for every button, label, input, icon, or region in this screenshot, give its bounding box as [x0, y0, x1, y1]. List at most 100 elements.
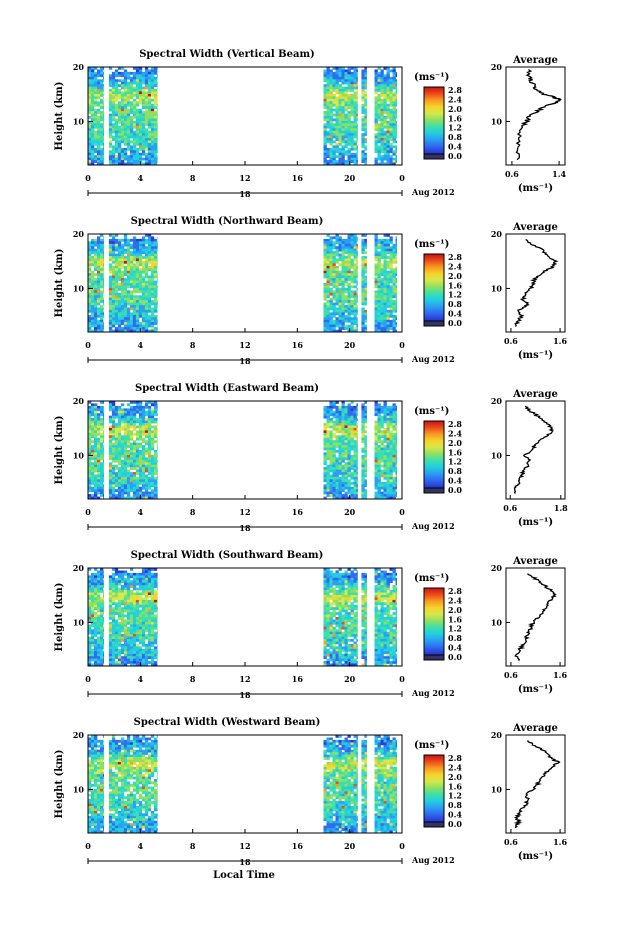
heatmap-cell — [361, 94, 365, 97]
heatmap-cell — [335, 481, 339, 485]
heatmap-cell — [395, 450, 397, 453]
heatmap-cell — [97, 91, 101, 95]
colorbar-tick-label: 1.2 — [448, 123, 462, 133]
heatmap-cell — [361, 238, 365, 242]
heatmap-cell — [344, 101, 348, 105]
heatmap-cell — [383, 459, 387, 463]
heatmap-cell — [153, 496, 158, 500]
heatmap-cell — [344, 116, 348, 119]
heatmap-cell — [156, 270, 158, 274]
heatmap-cell — [341, 327, 345, 330]
heatmap-cell — [103, 263, 104, 267]
heatmap-cell — [392, 307, 396, 311]
heatmap-cell — [138, 89, 143, 92]
heatmap-cell — [350, 133, 354, 136]
heatmap-cell — [108, 489, 113, 492]
heatmap-cell — [383, 268, 387, 272]
heatmap-cell — [94, 420, 98, 424]
heatmap-cell — [150, 430, 155, 434]
heatmap-cell — [153, 268, 158, 272]
heatmap-cell — [344, 445, 348, 448]
heatmap-cell — [356, 300, 358, 303]
heatmap-cell — [395, 462, 397, 466]
heatmap-cell — [120, 319, 125, 323]
heatmap-cell — [114, 425, 119, 429]
heatmap-cell — [361, 327, 365, 330]
heatmap-cell — [150, 403, 155, 407]
heatmap-cell — [91, 142, 95, 146]
heatmap-cell — [117, 273, 122, 276]
heatmap-cell — [126, 440, 131, 443]
heatmap-cell — [350, 275, 354, 279]
heatmap-cell — [141, 241, 146, 245]
heatmap-cell — [103, 138, 104, 141]
heatmap-cell — [380, 125, 384, 129]
heatmap-cell — [135, 425, 140, 429]
heatmap-cell — [91, 408, 95, 412]
heatmap-cell — [111, 401, 116, 404]
heatmap-cell — [138, 91, 143, 95]
heatmap-cell — [326, 278, 330, 281]
heatmap-cell — [389, 479, 393, 483]
heatmap-cell — [150, 253, 155, 257]
heatmap-cell — [395, 116, 397, 119]
heatmap-cell — [100, 98, 104, 102]
heatmap-cell — [353, 113, 357, 117]
heatmap-cell — [380, 246, 384, 250]
heatmap-cell — [329, 297, 333, 301]
heatmap-cell — [123, 447, 128, 451]
heatmap-cell — [117, 317, 122, 321]
heatmap-cell — [88, 474, 92, 478]
heatmap-cell — [356, 135, 358, 139]
heatmap-cell — [108, 405, 113, 409]
heatmap-cell — [97, 150, 101, 154]
heatmap-cell — [97, 418, 101, 421]
heatmap-cell — [338, 430, 342, 434]
heatmap-cell — [377, 408, 381, 412]
heatmap-cell — [335, 241, 339, 245]
heatmap-cell — [132, 496, 137, 500]
heatmap-cell — [129, 467, 134, 470]
heatmap-cell — [150, 413, 155, 417]
heatmap-cell — [108, 106, 113, 109]
heatmap-cell — [144, 116, 149, 119]
heatmap-cell — [377, 494, 381, 497]
heatmap-cell — [344, 450, 348, 453]
heatmap-cell — [126, 246, 131, 250]
heatmap-cell — [386, 445, 390, 448]
heatmap-cell — [103, 472, 104, 475]
heatmap-cell — [329, 324, 333, 328]
heatmap-cell — [361, 312, 365, 316]
heatmap-cell — [374, 238, 378, 242]
heatmap-cell — [156, 256, 158, 259]
heatmap-cell — [132, 130, 137, 134]
heatmap-cell — [326, 123, 330, 127]
heatmap-cell — [147, 74, 152, 78]
heatmap-cell — [126, 135, 131, 139]
heatmap-cell — [356, 278, 358, 281]
heatmap-cell — [129, 445, 134, 448]
heatmap-cell — [338, 118, 342, 122]
heatmap-cell — [120, 273, 125, 276]
heatmap-cell — [97, 459, 101, 463]
heatmap-cell — [344, 251, 348, 254]
heatmap-cell — [150, 238, 155, 242]
heatmap-cell — [332, 484, 336, 488]
heatmap-cell — [389, 84, 393, 87]
heatmap-cell — [380, 89, 384, 92]
heatmap-cell — [120, 484, 125, 488]
heatmap-cell — [138, 135, 143, 139]
heatmap-cell — [350, 94, 354, 97]
heatmap-cell — [364, 71, 367, 75]
heatmap-cell — [147, 420, 152, 424]
heatmap-cell — [341, 324, 345, 328]
heatmap-cell — [147, 401, 152, 404]
heatmap-cell — [108, 302, 113, 306]
heatmap-cell — [386, 430, 390, 434]
heatmap-cell — [141, 238, 146, 242]
heatmap-cell — [341, 147, 345, 151]
heatmap-cell — [156, 491, 158, 495]
heatmap-cell — [389, 307, 393, 311]
heatmap-cell — [100, 280, 104, 284]
heatmap-cell — [126, 116, 131, 119]
